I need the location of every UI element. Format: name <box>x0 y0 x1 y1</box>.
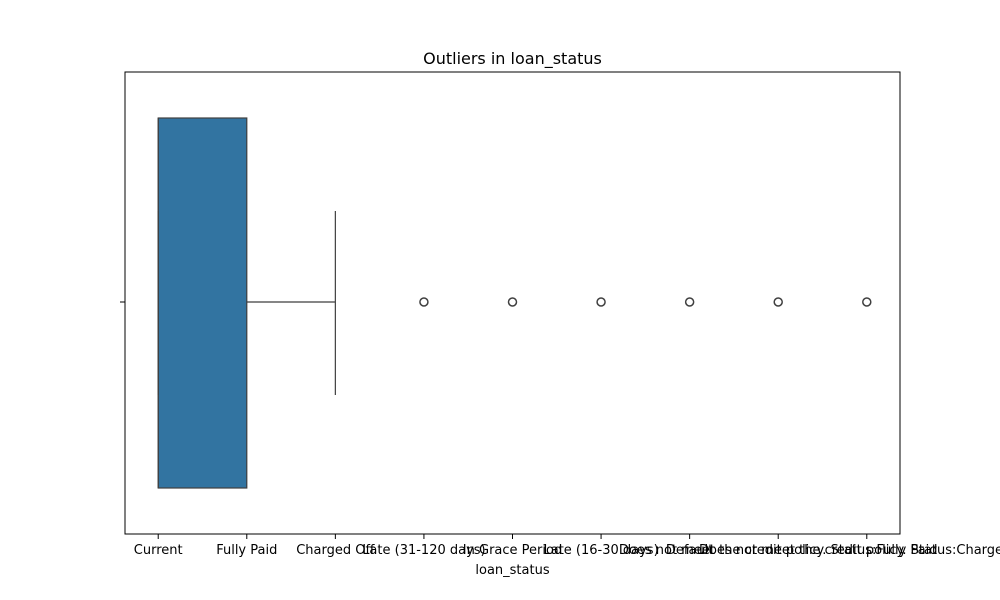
outlier-point <box>419 297 429 307</box>
outlier-point <box>507 297 518 307</box>
x-tick-label: Does not meet the credit policy. Status:… <box>699 543 1000 558</box>
x-axis-label: loan_status <box>475 563 549 578</box>
x-tick-label: Charged Off <box>296 543 375 558</box>
x-tick-label: Does not meet the credit policy. Status:… <box>619 543 938 558</box>
chart-title: Outliers in loan_status <box>423 49 602 69</box>
x-tick-label: Current <box>134 543 183 558</box>
x-tick-label: Default <box>666 543 714 558</box>
x-tick-label: Fully Paid <box>216 543 277 558</box>
outlier-point <box>596 297 606 307</box>
x-tick-label: In Grace Period <box>463 543 562 558</box>
outlier-points <box>419 297 872 307</box>
iqr-box <box>157 117 248 489</box>
outlier-point <box>684 297 695 307</box>
outlier-point <box>862 297 872 307</box>
x-tick-label: Late (16-30 days) <box>543 543 658 558</box>
outlier-point <box>773 297 783 307</box>
box-series <box>157 117 336 489</box>
x-tick-label: Late (31-120 days) <box>362 543 485 558</box>
